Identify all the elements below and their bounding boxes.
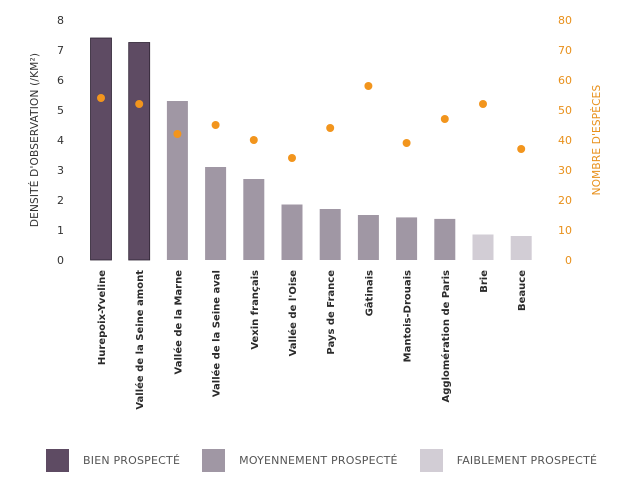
legend-swatch-faible [419, 448, 443, 472]
category-label: Brie [479, 270, 490, 293]
category-label: Vallée de la Marne [172, 270, 184, 375]
bars [90, 37, 532, 261]
y-tick-right: 40 [558, 134, 572, 147]
category-label: Vallée de la Seine amont [134, 270, 146, 410]
category-label: Agglomération de Paris [440, 270, 452, 403]
species-dot [479, 100, 487, 108]
category-labels: Hurepoix-Yveline Vallée de la Seine amont… [97, 270, 528, 410]
legend-label-moyen: MOYENNEMENT PROSPECTÉ [239, 453, 398, 467]
species-dot [211, 121, 220, 129]
y-tick-left: 4 [57, 134, 64, 147]
category-label: Beauce [517, 270, 528, 311]
y-tick-right: 10 [558, 224, 572, 237]
bar [319, 209, 341, 260]
y-tick-left: 5 [57, 104, 64, 117]
legend-item-faible: FAIBLEMENT PROSPECTÉ [419, 448, 598, 472]
category-label: Mantois-Drouais [403, 270, 414, 362]
species-dot [517, 145, 526, 153]
category-label: Gâtinais [363, 270, 375, 316]
species-dot [288, 154, 296, 162]
y-tick-right: 80 [558, 14, 572, 27]
legend-swatch-bien [46, 448, 69, 472]
legend-item-bien: BIEN PROSPECTÉ [46, 448, 181, 472]
bar [396, 217, 418, 260]
bar [434, 218, 456, 260]
y-axis-title-right: NOMBRE D'ESPÈCES [590, 85, 603, 196]
y-tick-right: 50 [558, 104, 572, 117]
category-label: Hurepoix-Yveline [97, 270, 108, 365]
y-tick-left: 8 [57, 14, 64, 27]
y-tick-left: 0 [57, 254, 64, 267]
right-axis-ticks: 0 10 20 30 40 50 60 70 80 [558, 14, 572, 267]
y-tick-left: 7 [57, 44, 64, 57]
legend-label-faible: FAIBLEMENT PROSPECTÉ [456, 453, 598, 467]
species-dot [173, 130, 182, 138]
species-dot [326, 124, 335, 132]
bar [357, 215, 379, 260]
species-dot [364, 82, 373, 90]
y-axis-title-left: DENSITÉ D'OBSERVATION (/KM²) [28, 53, 41, 227]
category-label: Pays de France [326, 270, 337, 355]
legend: BIEN PROSPECTÉ MOYENNEMENT PROSPECTÉ FAI… [46, 448, 606, 472]
bar [205, 167, 227, 260]
species-dot [440, 115, 449, 123]
legend-label-bien: BIEN PROSPECTÉ [83, 453, 181, 467]
y-tick-right: 60 [558, 74, 572, 87]
category-label: Vallée de l'Oise [287, 270, 299, 357]
category-label: Vexin français [250, 270, 261, 350]
legend-swatch-moyen [202, 448, 226, 472]
y-tick-right: 20 [558, 194, 572, 207]
bar [166, 101, 188, 260]
species-dot [249, 136, 258, 144]
bar [243, 179, 265, 260]
y-tick-left: 2 [57, 194, 64, 207]
y-tick-left: 3 [57, 164, 64, 177]
left-axis-ticks: 0 1 2 3 4 5 6 7 8 [57, 14, 64, 267]
bar [472, 234, 494, 260]
bar [128, 42, 151, 261]
y-tick-left: 6 [57, 74, 64, 87]
species-dot [402, 139, 411, 147]
category-label: Vallée de la Seine aval [211, 270, 223, 397]
y-tick-right: 70 [558, 44, 572, 57]
species-dot [135, 100, 144, 108]
species-dots [97, 82, 526, 162]
y-tick-right: 0 [565, 254, 572, 267]
y-tick-right: 30 [558, 164, 572, 177]
chart: 0 1 2 3 4 5 6 7 8 0 10 20 30 40 50 60 70 80 DENSITÉ D'OB… [28, 14, 603, 410]
species-dot [97, 94, 105, 102]
bar [90, 37, 112, 261]
bar [281, 204, 303, 260]
bar [510, 236, 532, 260]
legend-item-moyen: MOYENNEMENT PROSPECTÉ [202, 448, 398, 472]
y-tick-left: 1 [57, 224, 64, 237]
